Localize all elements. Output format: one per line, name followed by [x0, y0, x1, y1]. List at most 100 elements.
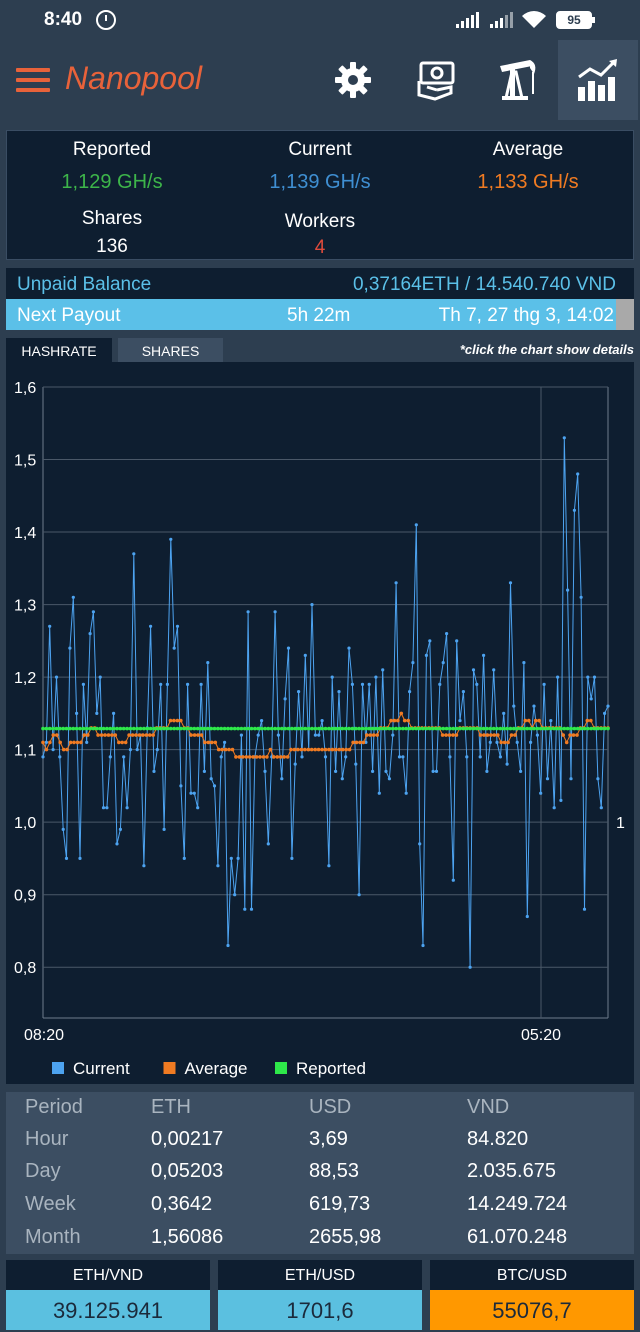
data-point	[552, 806, 556, 810]
data-point	[327, 864, 331, 868]
y-tick-label: 1,1	[14, 743, 36, 760]
tab-hashrate[interactable]: HASHRATE	[6, 338, 112, 362]
data-point	[236, 856, 240, 860]
x-tick-label: 05:20	[521, 1027, 561, 1044]
data-point	[313, 733, 317, 737]
data-point	[239, 726, 244, 731]
data-point	[528, 726, 533, 731]
data-point	[206, 726, 210, 731]
data-point	[175, 624, 180, 628]
app-title: Nanopool	[65, 60, 202, 96]
data-point	[506, 740, 510, 745]
data-point	[169, 537, 173, 541]
data-point	[280, 777, 284, 781]
data-point	[512, 726, 516, 731]
data-point	[561, 733, 565, 737]
data-point	[48, 740, 52, 745]
data-point	[95, 711, 99, 715]
data-point	[61, 726, 65, 731]
data-point	[141, 733, 145, 737]
data-point	[404, 791, 408, 795]
data-point	[300, 755, 304, 759]
data-point	[384, 726, 388, 731]
data-point	[313, 726, 318, 731]
data-point	[589, 697, 593, 701]
data-point	[108, 726, 113, 731]
data-point	[155, 726, 160, 731]
horizontal-scrollbar[interactable]	[616, 299, 634, 330]
data-point	[293, 726, 298, 731]
legend-swatch-reported	[275, 1062, 287, 1074]
data-point	[99, 733, 104, 737]
settings-button[interactable]	[313, 40, 393, 120]
oil-pump-icon	[500, 60, 536, 100]
data-point	[58, 740, 62, 745]
row-eth: 0,00217	[151, 1128, 224, 1150]
data-point	[286, 726, 291, 731]
hashrate-chart-panel[interactable]: 1,6 1,5 1,4 1,3 1,2 1,1 1,0 0,9 0,8 1 08:20 05:20 …	[6, 362, 634, 1084]
data-point	[105, 806, 109, 810]
current-value: 1,139 GH/s	[269, 171, 371, 193]
row-usd: 3,69	[309, 1128, 348, 1150]
data-point	[222, 726, 227, 731]
data-point	[189, 791, 193, 795]
data-point	[492, 733, 497, 737]
data-point	[408, 690, 412, 694]
rate-label: BTC/USD	[430, 1260, 634, 1290]
row-usd: 88,53	[309, 1160, 360, 1182]
data-point	[537, 718, 541, 723]
workers-button[interactable]	[478, 40, 558, 120]
hashrate-chart[interactable]: 1,61,51,41,31,21,11,00,90,81 08:20 05:20 …	[6, 362, 634, 1084]
data-point	[199, 733, 204, 737]
row-usd: 2655,98	[309, 1226, 382, 1248]
data-point	[340, 777, 344, 781]
tab-shares[interactable]: SHARES	[118, 338, 223, 362]
y-tick-label: 1,2	[14, 670, 36, 687]
data-point	[471, 726, 476, 731]
data-point	[495, 726, 499, 731]
data-point	[120, 740, 124, 745]
menu-icon[interactable]	[16, 68, 50, 92]
shares-label: Shares	[81, 208, 143, 229]
data-point	[333, 726, 338, 731]
data-point	[64, 856, 69, 860]
payments-button[interactable]	[398, 40, 478, 120]
data-point	[145, 726, 150, 731]
table-row: Hour 0,00217 3,69 84.820	[6, 1128, 634, 1158]
data-point	[169, 726, 173, 731]
data-point	[108, 755, 112, 759]
data-point	[68, 646, 72, 650]
data-point	[118, 827, 122, 831]
hashrate-chart-button[interactable]	[558, 40, 638, 120]
data-point	[451, 878, 455, 882]
data-point	[296, 726, 301, 731]
data-point	[137, 733, 142, 737]
data-point	[55, 733, 59, 737]
data-point	[41, 740, 45, 745]
data-point	[374, 726, 378, 731]
workers-stat[interactable]: Workers 4	[220, 211, 420, 259]
series-line-current	[42, 437, 609, 968]
data-point	[296, 747, 300, 752]
data-point	[377, 726, 382, 731]
unpaid-balance-row: Unpaid Balance 0,37164ETH / 14.540.740 V…	[6, 268, 634, 299]
data-point	[461, 726, 466, 731]
data-point	[421, 726, 425, 731]
data-point	[505, 726, 509, 731]
data-point	[195, 726, 200, 731]
data-point	[247, 755, 252, 759]
data-point	[518, 726, 523, 731]
data-point	[320, 747, 324, 752]
data-point	[357, 726, 361, 731]
data-point	[396, 718, 400, 723]
data-point	[461, 690, 465, 694]
data-point	[589, 718, 593, 723]
average-stat: Average 1,133 GH/s	[428, 139, 628, 194]
reported-label: Reported	[72, 139, 152, 160]
data-point	[216, 747, 221, 752]
data-point	[64, 726, 69, 731]
data-point	[72, 740, 76, 745]
data-point	[75, 740, 80, 745]
data-point	[189, 726, 193, 731]
data-point	[454, 726, 459, 731]
